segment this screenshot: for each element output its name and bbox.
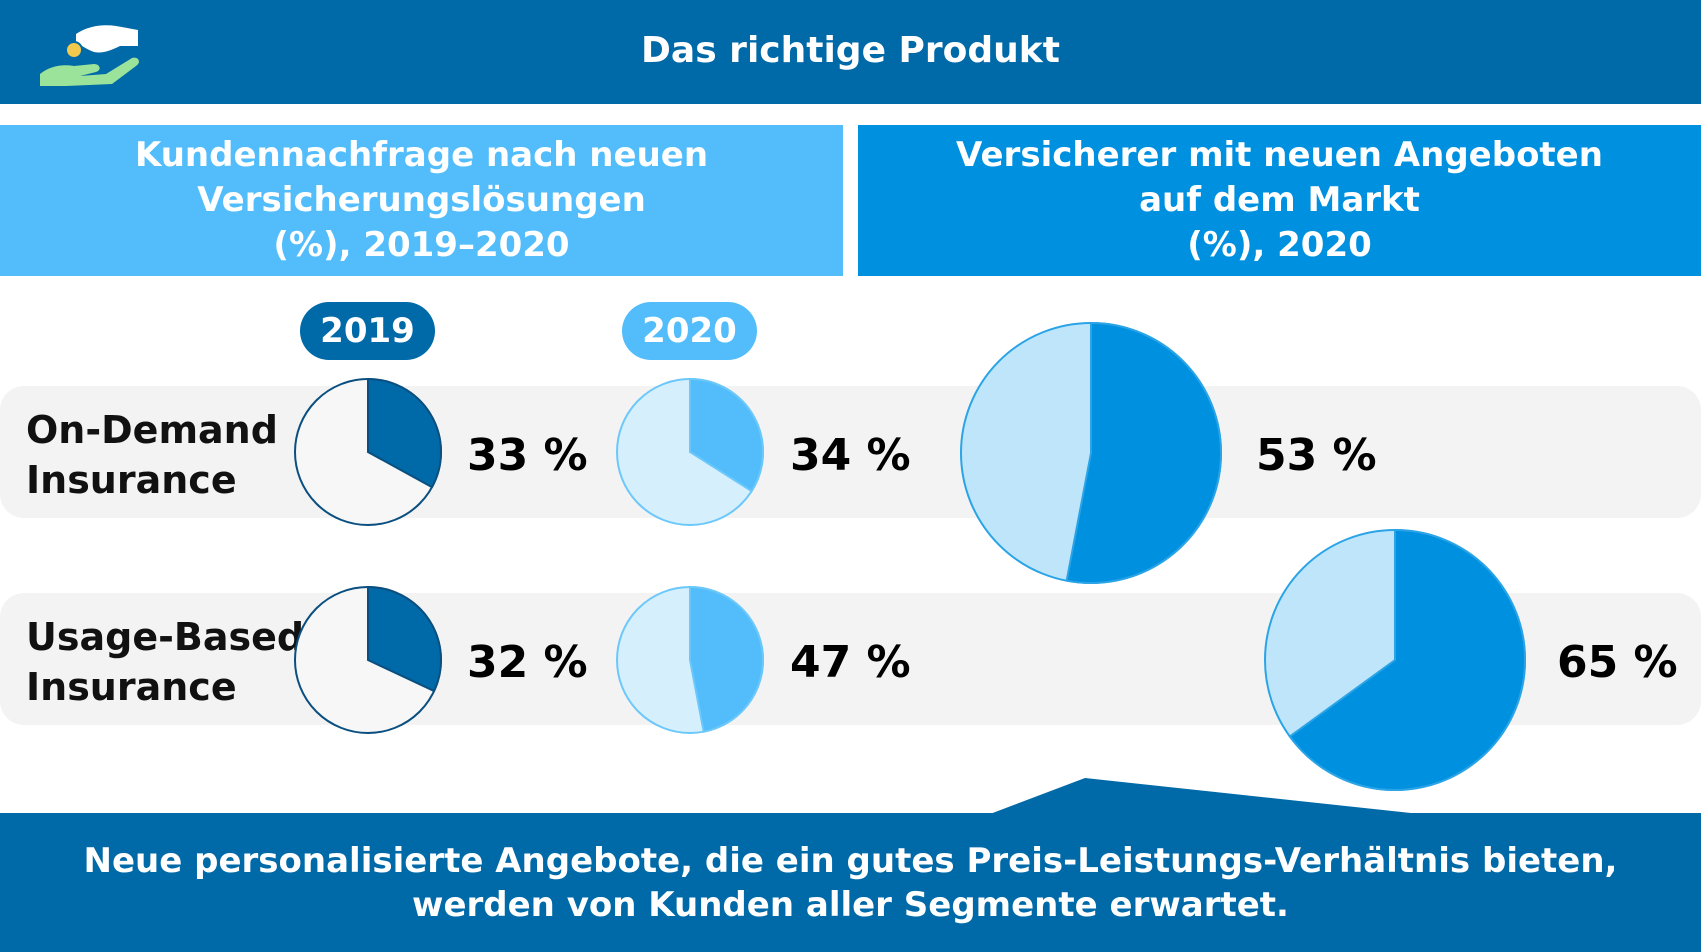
footer-pointer (990, 778, 1420, 814)
data-label-insurer-usage: 65 % (1557, 637, 1678, 688)
page-title: Das richtige Produkt (641, 30, 1060, 71)
footer-line-2: werden von Kunden aller Segmente erwarte… (412, 884, 1289, 925)
row-label-line: Insurance (26, 665, 237, 709)
header-bar: Das richtige Produkt (0, 0, 1701, 104)
legend-year-2020: 2020 (622, 302, 757, 360)
pie-ondemand-2020 (616, 377, 764, 526)
left-column-header: Kundennachfrage nach neuen Versicherungs… (0, 125, 843, 276)
hand-coin-icon (40, 25, 139, 86)
pie-usage-2019 (294, 585, 442, 734)
pie-ondemand-2020-slice (689, 377, 764, 493)
pie-insurer-usage-slice (1288, 528, 1526, 791)
row-label-on-demand: On-Demand Insurance (26, 405, 278, 505)
data-label-ondemand-2019: 33 % (467, 430, 588, 481)
right-header-line-3: (%), 2020 (1187, 225, 1372, 265)
data-label-insurer-ondemand: 53 % (1256, 430, 1377, 481)
left-header-line-2: Versicherungslösungen (197, 180, 646, 220)
left-header-line-1: Kundennachfrage nach neuen (134, 135, 709, 175)
legend-year-2019: 2019 (300, 302, 435, 360)
row-label-line: Insurance (26, 458, 237, 502)
data-label-usage-2020: 47 % (790, 637, 911, 688)
right-header-line-2: auf dem Markt (1139, 180, 1420, 220)
row-label-line: On-Demand (26, 408, 278, 452)
row-band-on-demand (0, 386, 1701, 518)
right-column-header: Versicherer mit neuen Angeboten auf dem … (858, 125, 1701, 276)
row-label-usage-based: Usage-Based Insurance (26, 612, 304, 712)
pie-usage-2019-slice (367, 585, 442, 693)
pie-insurer-ondemand-slice (1065, 321, 1222, 584)
pie-usage-2020 (616, 585, 764, 734)
footer-note: Neue personalisierte Angebote, die ein g… (0, 813, 1701, 952)
data-label-usage-2019: 32 % (467, 637, 588, 688)
right-header-line-1: Versicherer mit neuen Angeboten (956, 135, 1603, 175)
pie-usage-2020-slice (689, 585, 764, 733)
left-header-line-3: (%), 2019–2020 (273, 225, 570, 265)
pie-ondemand-2019 (294, 377, 442, 526)
pie-insurer-ondemand (960, 321, 1222, 584)
data-label-ondemand-2020: 34 % (790, 430, 911, 481)
row-label-line: Usage-Based (26, 615, 305, 659)
pie-insurer-usage (1264, 528, 1526, 791)
footer-line-1: Neue personalisierte Angebote, die ein g… (83, 840, 1618, 881)
pie-ondemand-2019-slice (367, 377, 442, 489)
